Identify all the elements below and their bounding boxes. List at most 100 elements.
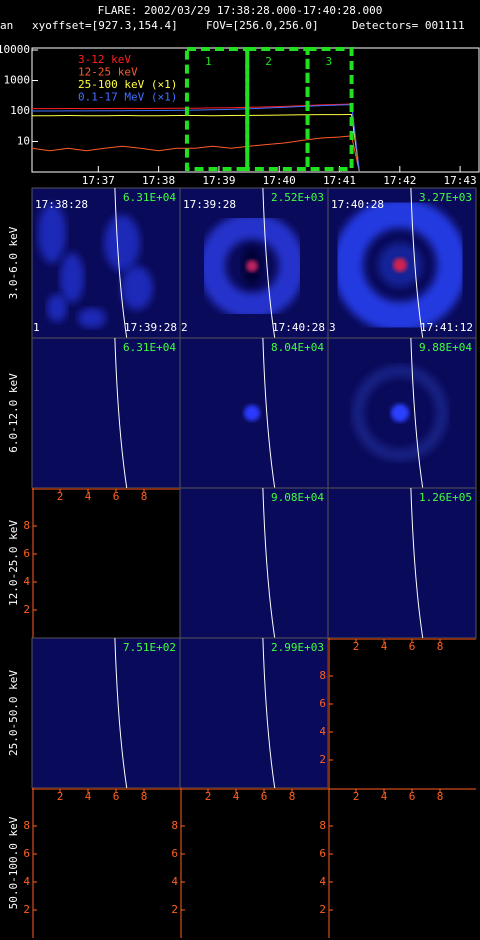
max-value: 2.99E+03 [271,641,324,654]
energy-label: 6.0-12.0 keV [7,373,20,453]
solar-limb [262,187,276,339]
tick-label: 2 [353,640,360,653]
tick-label: 8 [289,790,296,803]
x-tick-label: 17:43 [444,174,477,187]
legend-entry: 3-12 keV [78,53,131,66]
image-panel: 9.08E+04 [179,487,329,639]
max-value: 8.04E+04 [271,341,324,354]
empty-panel [32,488,180,638]
panel-index: 1 [33,321,40,334]
end-time: 17:39:28 [124,321,177,334]
max-value: 3.27E+03 [419,191,472,204]
tick-label: 4 [319,875,326,888]
tick-label: 6 [113,490,120,503]
x-tick-label: 17:38 [142,174,175,187]
start-time: 17:40:28 [331,198,384,211]
tick-label: 2 [23,603,30,616]
interval-box [305,47,354,171]
info: xyoffset=[927.3,154.4] [32,19,178,32]
emission [121,266,153,310]
emission [244,405,260,421]
tick-label: 6 [319,697,326,710]
solar-limb [114,187,128,339]
tick-label: 2 [57,790,64,803]
tick-label: 4 [85,790,92,803]
interval-label: 3 [326,55,333,68]
emission [78,308,106,328]
tick-label: 6 [171,847,178,860]
solar-limb [410,337,424,489]
image-panel: 9.88E+04 [327,337,477,489]
x-tick-label: 17:42 [383,174,416,187]
x-tick-label: 17:40 [263,174,296,187]
tick-label: 6 [319,847,326,860]
image-panel: 3.27E+03 17:40:28 17:41:12 3 [327,187,477,339]
image-panel: 2 2 4 4 6 6 8 8 [23,488,180,638]
emission-ring [199,213,305,319]
max-value: 6.31E+04 [123,191,176,204]
solar-limb [114,637,128,789]
emission [391,404,409,422]
x-tick-label: 17:41 [323,174,356,187]
tick-label: 6 [23,547,30,560]
x-tick-label: 17:39 [202,174,235,187]
empty-panel [328,638,476,788]
lightcurve: 10 100 1000 10000 17:37 17:38 17:39 17:40 17:41 1… [0,43,480,187]
legend-entry: 25-100 keV (×1) [78,78,177,91]
emission-ring [333,198,467,332]
image-panel: 6.31E+04 [31,337,181,489]
tick-label: 2 [353,790,360,803]
solar-limb [410,487,424,639]
y-tick-label: 100 [10,104,30,117]
y-tick-label: 1000 [4,74,31,87]
tick-label: 4 [23,875,30,888]
panel-index: 2 [181,321,188,334]
tick-label: 4 [381,640,388,653]
tick-label: 2 [57,490,64,503]
tick-label: 6 [409,640,416,653]
x-tick-label: 17:37 [82,174,115,187]
end-time: 17:40:28 [272,321,325,334]
tick-label: 8 [141,490,148,503]
emission [104,215,140,271]
max-value: 9.88E+04 [419,341,472,354]
tick-label: 8 [319,819,326,832]
series-line [32,104,360,172]
tick-label: 4 [85,490,92,503]
max-value: 6.31E+04 [123,341,176,354]
info: Detectors= 001111 [352,19,465,32]
max-value: 2.52E+03 [271,191,324,204]
panel-index: 3 [329,321,336,334]
tick-label: 2 [319,903,326,916]
emission [393,258,407,272]
tick-label: 8 [319,669,326,682]
end-time: 17:41:12 [420,321,473,334]
tick-label: 8 [23,519,30,532]
tick-label: 2 [319,753,326,766]
solar-limb [262,637,276,789]
empty-panel [32,788,180,938]
info: an [0,19,13,32]
tick-label: 6 [113,790,120,803]
image-panel: 2.52E+03 17:39:28 17:40:28 2 [179,187,329,339]
emission [246,260,258,272]
empty-panel [180,788,328,938]
image-panel: 2 2 4 4 6 6 8 8 [23,788,180,938]
tick-label: 8 [171,819,178,832]
energy-label: 3.0-6.0 keV [7,226,20,299]
tick-label: 8 [23,819,30,832]
start-time: 17:39:28 [183,198,236,211]
emission [38,203,66,263]
tick-label: 6 [261,790,268,803]
emission-ring [352,365,448,461]
tick-label: 4 [381,790,388,803]
energy-label: 25.0-50.0 keV [7,670,20,756]
tick-label: 2 [171,903,178,916]
tick-label: 4 [319,725,326,738]
panel-bg [327,487,477,639]
image-grid: 3.0-6.0 keV 6.31E+04 17:38:28 17:39:28 1 2.52… [7,187,477,938]
tick-label: 4 [23,575,30,588]
tick-label: 8 [141,790,148,803]
